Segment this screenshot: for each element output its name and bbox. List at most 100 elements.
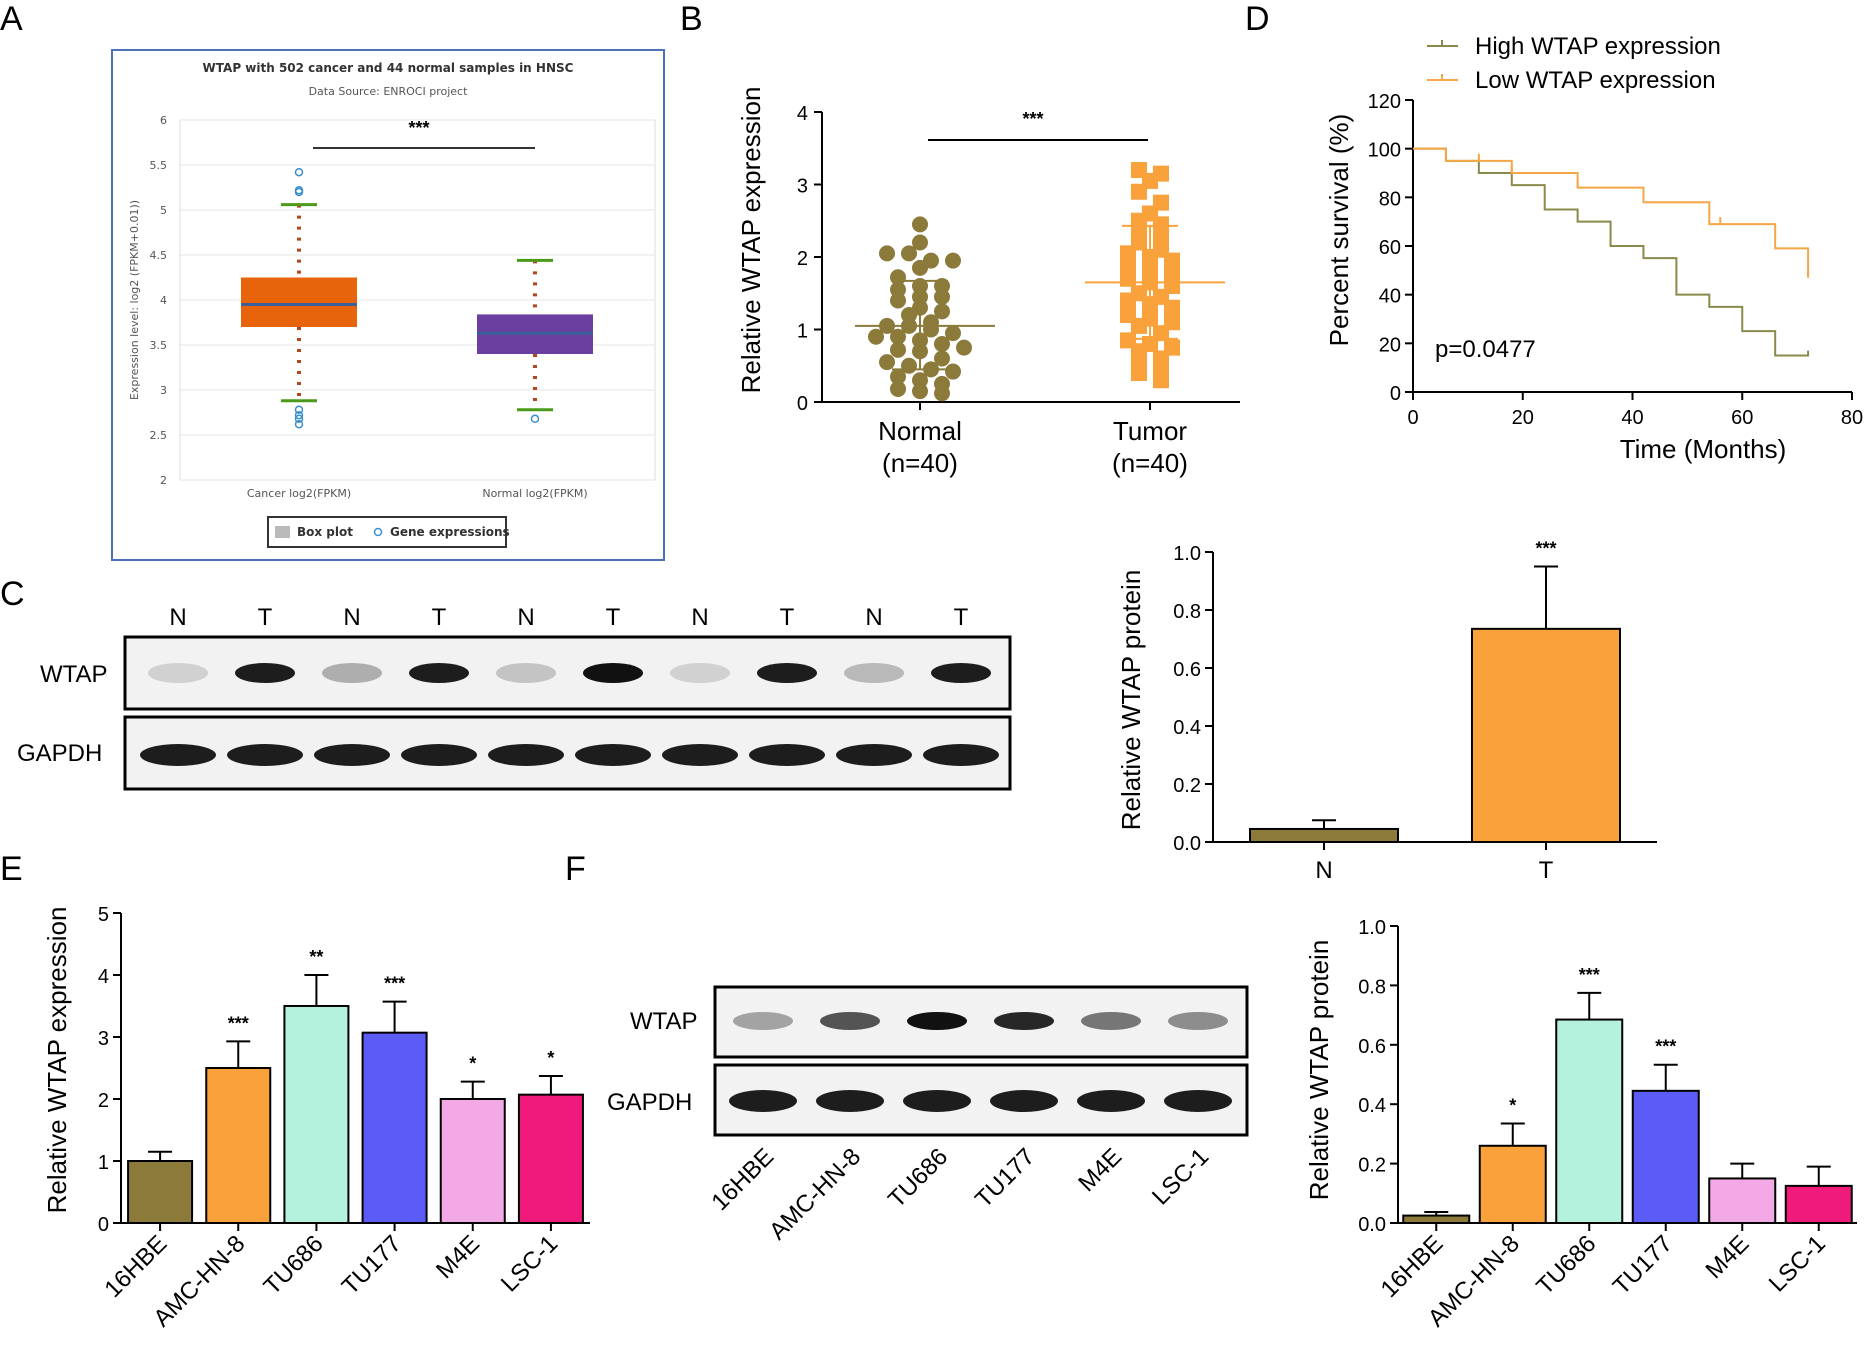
panel-a-ylabel: Expression level: log2 (FPKM+0.01)) [128,200,141,400]
legend-box-plot: Box plot [297,525,353,539]
lane-label: N [691,604,708,631]
legend-high: High WTAP expression [1475,33,1721,60]
normal-point [945,252,961,269]
tumor-point [1164,314,1180,331]
panel-label-d: D [1245,0,1270,38]
gapdh-band [923,744,999,766]
xtick-label: LSC-1 [1764,1230,1831,1297]
wtap-band [1081,1012,1141,1030]
xtick-label: TU686 [259,1230,329,1300]
wtap-band [409,663,469,683]
significance-label: *** [1535,539,1556,559]
ytick-label: 0.0 [1173,833,1201,855]
lane-label: T [606,604,621,631]
wtap-band [820,1012,880,1030]
tumor-point [1131,162,1147,178]
legend-low: Low WTAP expression [1475,67,1716,94]
ytick-label: 0.8 [1173,601,1201,623]
box [241,277,357,327]
normal-point [912,372,928,389]
tumor-point [1153,165,1169,182]
panel-c-bars: *** [1249,539,1621,844]
panel-label-e: E [0,850,23,888]
panel-b-points [855,162,1225,402]
wtap-band [907,1012,967,1030]
panel-b-xtick-tumor-n: (n=40) [1112,448,1188,478]
panel-d-ytick-label: 20 [1379,334,1401,356]
normal-point [901,245,917,262]
lane-label: M4E [1073,1143,1127,1197]
panel-c-gapdh-label: GAPDH [17,740,102,767]
ytick-label: 0.6 [1358,1036,1386,1058]
gapdh-band [903,1090,971,1112]
bar [1249,827,1399,844]
panel-f-ylabel: Relative WTAP protein [1304,940,1334,1201]
normal-point [934,350,950,367]
outlier-point [294,419,304,429]
lane-label: N [517,604,534,631]
ytick-label: 1.0 [1173,543,1201,565]
high-expression-curve [1413,147,1810,357]
panel-c-wtap-label: WTAP [40,661,108,688]
panel-f-gapdh-label: GAPDH [607,1089,692,1116]
panel-b-ylabel: Relative WTAP expression [736,87,766,394]
lane-label: T [954,604,969,631]
outlier-point [294,414,304,424]
significance-label: *** [384,974,405,994]
normal-point [934,278,950,294]
bar [1471,627,1621,843]
panel-d-ytick-label: 80 [1379,188,1401,210]
significance-label: ** [309,947,323,967]
panel-f-gapdh-blot [713,1063,1249,1137]
outlier-point [294,187,304,197]
gapdh-band [401,744,477,766]
bar [1555,1018,1624,1224]
significance-label: * [1509,1096,1516,1116]
gapdh-band [575,744,651,766]
xtick-label: TU177 [337,1230,407,1300]
lane-label: LSC-1 [1147,1143,1214,1210]
panel-c-western-blot: N T N T N T N T N T WTAP GAPDH [17,604,1012,791]
panel-a-y-ticks: 2 2.5 3 3.5 4 4.5 5 5.5 6 [150,114,168,487]
significance-label: * [469,1054,476,1074]
lane-label: N [865,604,882,631]
ytick-label: 1.0 [1358,917,1386,939]
panel-c-bar-chart: 0.0 0.2 0.4 0.6 0.8 1.0 N T Relative WTAP prote… [1116,539,1657,884]
normal-point [890,269,906,286]
wtap-band [148,663,208,683]
panel-d-ytick-label: 0 [1390,383,1401,405]
gapdh-band [836,744,912,766]
panel-a-subtitle: Data Source: ENROCI project [309,85,469,98]
panel-d-ytick-label: 120 [1368,91,1401,113]
significance-label: *** [1579,965,1600,985]
normal-point [912,216,928,233]
wtap-band [496,663,556,683]
panel-b-ytick-label: 3 [797,176,808,198]
panel-b-sig: *** [1022,109,1043,129]
panel-e-ylabel: Relative WTAP expression [42,907,72,1214]
normal-point [923,252,939,269]
xtick-label: N [1315,857,1332,884]
gapdh-band [816,1090,884,1112]
tumor-point [1120,259,1136,276]
lane-label: T [258,604,273,631]
panel-f-bands [729,1012,1232,1112]
panel-a-title: WTAP with 502 cancer and 44 normal sampl… [203,61,574,75]
lane-label: AMC-HN-8 [764,1143,866,1245]
bar [361,1031,428,1225]
gapdh-band [749,744,825,766]
panel-label-f: F [565,850,586,888]
ytick-label: 0.2 [1358,1155,1386,1177]
ytick-label: 1 [98,1152,109,1174]
lane-label: TU177 [970,1143,1040,1213]
tumor-point [1164,339,1180,356]
panel-b-xtick-normal: Normal [878,416,962,446]
lane-label: TU686 [883,1143,953,1213]
normal-point [868,328,884,345]
panel-c-bands [140,663,999,766]
gapdh-band [488,744,564,766]
ytick-label: 0.8 [1358,976,1386,998]
panel-d-xlabel: Time (Months) [1620,434,1787,464]
